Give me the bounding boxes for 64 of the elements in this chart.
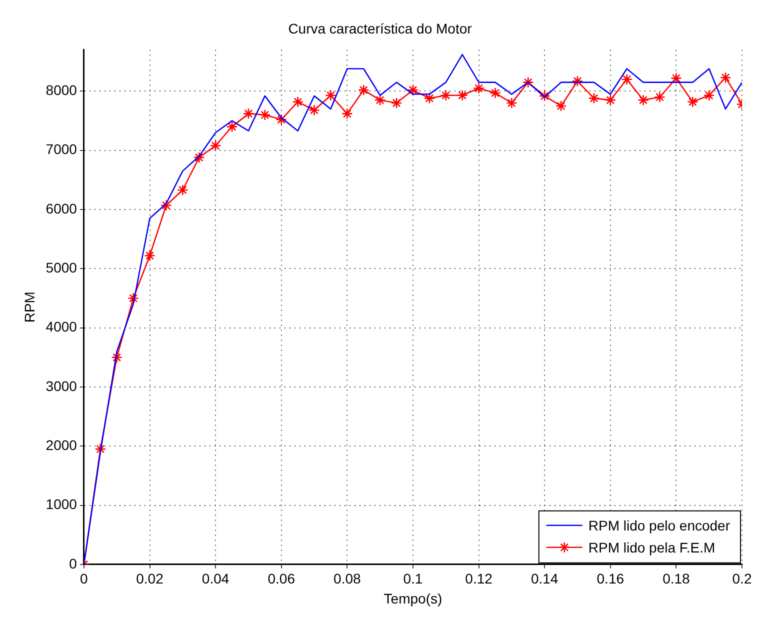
x-tick-label: 0.06 bbox=[268, 570, 296, 587]
x-tick-label: 0.12 bbox=[465, 570, 493, 587]
chart-title: Curva característica do Motor bbox=[288, 20, 472, 36]
x-tick-label: 0.16 bbox=[596, 570, 624, 587]
point bbox=[572, 76, 584, 87]
point bbox=[621, 74, 632, 86]
x-axis-title: Tempo(s) bbox=[384, 590, 442, 606]
y-tick-label: 4000 bbox=[46, 318, 78, 335]
point bbox=[342, 108, 353, 120]
x-tick-label: 0.02 bbox=[136, 570, 164, 587]
point bbox=[358, 84, 370, 96]
point bbox=[210, 140, 222, 152]
point bbox=[424, 92, 436, 104]
point bbox=[111, 352, 122, 364]
x-tick-label: 0.14 bbox=[530, 570, 558, 587]
point bbox=[407, 84, 419, 96]
point bbox=[325, 90, 336, 101]
point bbox=[538, 90, 550, 102]
point bbox=[226, 121, 238, 132]
y-tick-label: 7000 bbox=[46, 141, 78, 158]
point bbox=[177, 184, 188, 196]
point bbox=[390, 97, 402, 109]
x-tick-label: 0.08 bbox=[334, 570, 362, 587]
y-tick-label: 1000 bbox=[46, 496, 78, 512]
point bbox=[193, 152, 205, 164]
point bbox=[259, 109, 271, 121]
point bbox=[440, 90, 452, 101]
y-axis-title: RPM bbox=[21, 292, 38, 323]
point bbox=[555, 100, 567, 112]
point bbox=[94, 443, 106, 455]
point bbox=[720, 72, 732, 84]
point bbox=[128, 292, 139, 304]
point bbox=[292, 96, 304, 108]
point bbox=[654, 91, 666, 103]
y-tick-label: 6000 bbox=[46, 200, 78, 216]
point bbox=[144, 250, 156, 262]
point bbox=[473, 82, 484, 94]
x-tick-label: 0.04 bbox=[202, 570, 230, 587]
point bbox=[522, 76, 534, 88]
point bbox=[160, 200, 172, 212]
x-tick-label: 0.2 bbox=[732, 570, 752, 587]
point bbox=[276, 114, 288, 126]
point bbox=[703, 90, 715, 101]
legend-label: RPM lido pelo encoder bbox=[588, 517, 730, 534]
point bbox=[588, 92, 600, 104]
y-tick-label: 5000 bbox=[46, 260, 78, 276]
point bbox=[604, 94, 616, 106]
legend-label: RPM lido pela F.E.M bbox=[588, 539, 716, 556]
y-tick-label: 2000 bbox=[46, 436, 78, 453]
point bbox=[308, 104, 320, 116]
y-tick-label: 0 bbox=[69, 555, 78, 572]
point bbox=[456, 90, 468, 101]
x-tick-label: 0.18 bbox=[662, 570, 690, 587]
x-tick-label: 0.1 bbox=[403, 570, 423, 587]
point bbox=[638, 94, 649, 106]
y-tick-label: 8000 bbox=[46, 82, 78, 98]
point bbox=[686, 96, 698, 108]
point bbox=[374, 94, 386, 106]
point bbox=[242, 108, 254, 120]
x-tick-label: 0 bbox=[80, 570, 88, 587]
point bbox=[490, 87, 501, 99]
point bbox=[670, 72, 682, 84]
point bbox=[506, 97, 518, 109]
y-tick-label: 3000 bbox=[46, 378, 78, 394]
